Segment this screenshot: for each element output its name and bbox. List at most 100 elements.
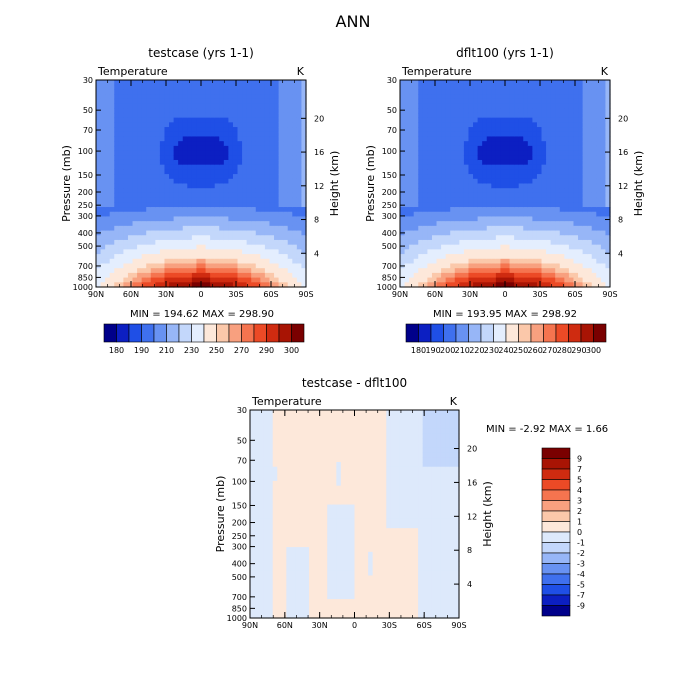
contour-cell [301,230,307,236]
contour-cell [491,258,497,265]
contour-cell [600,254,607,260]
contour-cell [445,103,451,109]
contour-cell [287,268,293,274]
contour-cell [269,192,275,199]
contour-cell [96,197,102,203]
contour-cell [210,136,216,142]
contour-cell [605,225,611,232]
contour-cell [228,263,234,269]
contour-cell [299,433,306,439]
contour-cell [246,84,252,90]
contour-cell [441,258,447,265]
contour-cell [223,178,229,185]
contour-cell [259,542,265,548]
contour-cell [118,249,124,255]
contour-cell [114,89,120,95]
contour-cell [514,183,520,189]
contour-cell [277,603,283,610]
contour-cell [127,174,134,180]
contour-cell [269,239,275,246]
contour-cell [164,225,170,232]
contour-cell [509,150,515,156]
contour-cell [281,561,287,567]
contour-cell [445,225,451,232]
contour-cell [468,282,474,288]
contour-cell [219,235,225,241]
contour-cell [263,414,269,421]
contour-cell [269,127,275,133]
contour-cell [514,230,520,236]
contour-cell [500,216,506,222]
contour-cell [259,537,265,543]
contour-cell [427,244,433,250]
contour-cell [445,98,451,105]
contour-cell [123,216,129,222]
contour-cell [486,89,492,95]
contour-cell [196,183,202,189]
contour-cell [150,174,156,180]
contour-cell [269,211,275,218]
contour-cell [413,230,419,236]
contour-cell [486,221,492,227]
contour-cell [100,235,106,241]
contour-cell [278,249,284,255]
contour-cell [228,178,234,185]
contour-cell [292,268,298,274]
contour-cell [523,164,529,170]
contour-cell [422,239,428,246]
contour-cell [532,108,538,114]
contour-cell [150,188,156,194]
contour-cell [532,235,538,241]
contour-cell [150,258,156,265]
contour-cell [259,466,265,473]
contour-cell [263,452,269,458]
contour-cell [301,277,307,283]
contour-cell [546,174,552,180]
contour-cell [404,258,410,265]
contour-cell [541,108,547,114]
contour-cell [564,117,570,123]
contour-cell [555,277,561,283]
contour-cell [191,258,198,265]
contour-cell [173,112,179,119]
contour-cell [210,103,216,109]
contour-cell [137,192,143,199]
contour-cell [268,599,274,605]
contour-cell [255,268,261,274]
contour-cell [591,178,597,185]
contour-cell [292,207,298,213]
contour-cell [272,514,278,520]
contour-cell [418,112,424,119]
contour-cell [232,145,239,152]
contour-cell [196,254,202,260]
contour-cell [532,272,538,279]
contour-cell [159,202,166,208]
contour-cell [491,80,497,86]
contour-cell [205,145,211,152]
contour-cell [523,169,529,175]
contour-cell [605,263,611,269]
contour-cell [427,169,433,175]
contour-cell [254,499,260,506]
contour-cell [219,197,225,203]
y-tick-label: 150 [78,171,93,180]
contour-cell [286,495,292,501]
contour-cell [237,239,243,246]
contour-cell [587,103,593,109]
contour-cell [605,112,611,119]
contour-cell [559,211,565,218]
contour-cell [283,169,289,175]
contour-cell [150,84,156,90]
contour-cell [281,466,287,473]
contour-cell [268,462,274,468]
contour-cell [482,94,488,100]
contour-cell [242,136,248,142]
contour-cell [309,514,315,520]
contour-cell [436,216,442,222]
contour-cell [264,230,271,236]
contour-cell [223,84,229,90]
contour-cell [527,89,533,95]
contour-cell [127,159,134,166]
contour-cell [150,150,156,156]
